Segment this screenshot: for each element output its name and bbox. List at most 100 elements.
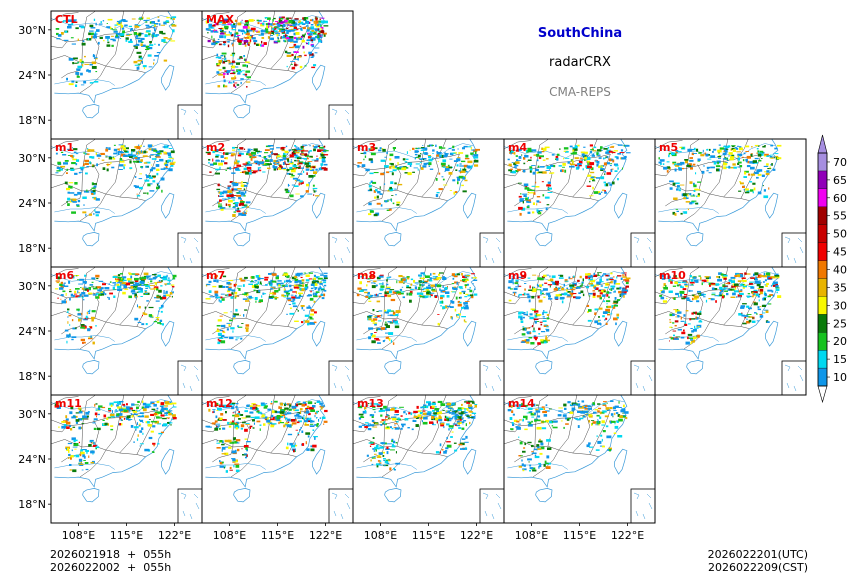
radar-echo: [428, 155, 431, 158]
radar-echo: [112, 276, 118, 278]
radar-echo: [219, 184, 221, 186]
radar-echo: [169, 296, 171, 298]
radar-echo: [767, 168, 772, 170]
radar-echo: [542, 283, 544, 286]
radar-echo: [319, 282, 323, 285]
radar-echo: [580, 290, 584, 294]
radar-echo: [214, 427, 219, 431]
radar-echo: [61, 300, 66, 304]
radar-echo: [134, 64, 140, 66]
radar-echo: [113, 401, 118, 404]
radar-echo: [71, 319, 74, 322]
radar-echo: [319, 146, 324, 149]
radar-echo: [421, 147, 425, 148]
radar-echo: [305, 441, 307, 445]
radar-echo: [247, 43, 250, 46]
radar-echo: [675, 208, 678, 210]
radar-echo: [375, 284, 378, 287]
radar-echo: [63, 285, 69, 287]
radar-echo: [289, 46, 294, 49]
radar-echo: [170, 424, 172, 426]
radar-echo: [126, 415, 131, 419]
radar-echo: [135, 273, 139, 276]
radar-echo: [737, 157, 740, 161]
radar-echo: [138, 306, 141, 309]
radar-echo: [240, 21, 243, 23]
province-border: [353, 281, 460, 299]
radar-echo: [147, 47, 153, 50]
radar-echo: [246, 166, 252, 170]
radar-echo: [91, 286, 95, 288]
radar-echo: [431, 288, 436, 291]
radar-echo: [409, 291, 413, 294]
radar-echo: [611, 168, 614, 170]
radar-echo: [318, 30, 322, 33]
radar-echo: [370, 282, 376, 284]
radar-echo: [619, 152, 625, 153]
radar-echo: [701, 170, 705, 174]
radar-echo: [288, 304, 292, 305]
radar-echo: [766, 155, 771, 157]
radar-echo: [244, 37, 249, 39]
radar-echo: [139, 186, 143, 190]
map-content: [202, 11, 329, 119]
province-border: [421, 158, 440, 198]
radar-echo: [437, 160, 439, 162]
radar-echo: [685, 341, 690, 345]
radar-echo: [529, 332, 532, 334]
radar-echo: [676, 309, 679, 311]
radar-echo: [70, 277, 75, 279]
province-border: [232, 139, 247, 192]
radar-echo: [527, 196, 529, 200]
radar-echo: [371, 334, 376, 338]
radar-echo: [719, 290, 722, 291]
radar-echo: [237, 152, 240, 154]
radar-echo: [515, 155, 518, 157]
radar-echo: [243, 170, 247, 174]
radar-echo: [567, 161, 570, 164]
radar-echo: [544, 146, 550, 149]
radar-echo: [590, 167, 594, 171]
radar-echo: [463, 164, 468, 168]
radar-echo: [157, 274, 161, 277]
radar-echo: [569, 292, 571, 294]
radar-echo: [473, 293, 478, 296]
radar-echo: [166, 17, 170, 19]
radar-echo: [134, 24, 138, 26]
province-border: [81, 11, 96, 64]
radar-echo: [680, 336, 685, 339]
radar-echo: [120, 410, 125, 413]
radar-echo: [78, 418, 83, 421]
radar-echo: [384, 311, 389, 314]
radar-echo: [130, 28, 133, 31]
radar-echo: [136, 66, 140, 70]
radar-echo: [271, 424, 275, 426]
radar-echo: [619, 286, 622, 290]
radar-echo: [536, 211, 539, 213]
radar-echo: [577, 279, 580, 282]
radar-echo: [287, 293, 290, 296]
radar-echo: [669, 340, 670, 342]
radar-echo: [117, 152, 120, 155]
radar-echo: [272, 410, 275, 414]
radar-echo: [545, 207, 548, 211]
radar-echo: [288, 168, 294, 170]
province-border: [504, 297, 520, 305]
radar-echo: [241, 70, 245, 72]
province-border: [119, 158, 138, 198]
radar-echo: [524, 155, 529, 158]
radar-echo: [300, 288, 305, 292]
radar-echo: [527, 147, 532, 150]
radar-echo: [569, 165, 574, 168]
radar-echo: [254, 280, 258, 282]
radar-echo: [249, 155, 252, 158]
radar-echo: [104, 422, 108, 426]
radar-echo: [108, 283, 110, 285]
radar-echo: [444, 168, 450, 172]
radar-echo: [297, 149, 301, 152]
radar-echo: [112, 157, 116, 160]
radar-echo: [135, 282, 140, 286]
radar-echo: [315, 17, 318, 21]
radar-echo: [246, 182, 249, 185]
radar-echo: [677, 185, 680, 188]
